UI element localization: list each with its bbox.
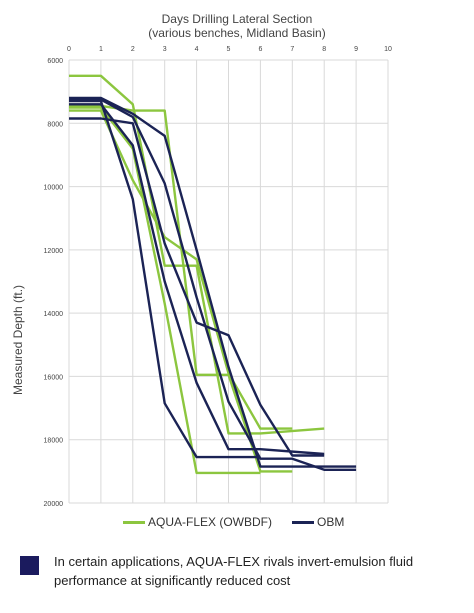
y-tick-label: 16000 <box>44 374 64 381</box>
x-tick-label: 0 <box>67 46 71 53</box>
aqua-flex-series-line <box>69 74 325 435</box>
x-tick-label: 9 <box>354 46 358 53</box>
legend-item-obm: OBM <box>292 515 344 529</box>
legend-swatch-obm <box>292 520 314 524</box>
x-tick-label: 6 <box>258 46 262 53</box>
aqua-flex-series-line <box>69 106 261 475</box>
y-axis-label: Measured Depth (ft.) <box>11 284 25 396</box>
y-tick-label: 12000 <box>44 248 64 255</box>
chart-title: Days Drilling Lateral Section <box>161 12 313 26</box>
legend-label-aqua-flex: AQUA-FLEX (OWBDF) <box>148 515 273 529</box>
series-lines <box>69 74 357 475</box>
obm-series-line <box>69 99 261 459</box>
aqua-flex-series-line <box>69 104 293 473</box>
note-bullet-square <box>20 556 39 575</box>
x-tick-label: 8 <box>322 46 326 53</box>
legend-swatch-aqua-flex <box>123 520 145 524</box>
y-tick-label: 6000 <box>47 58 63 65</box>
gridlines <box>68 59 389 504</box>
x-tick-label: 2 <box>131 46 135 53</box>
x-tick-label: 5 <box>227 46 231 53</box>
x-tick-label: 3 <box>163 46 167 53</box>
y-tick-label: 8000 <box>47 121 63 128</box>
x-tick-labels: 0 1 2 3 4 5 6 7 8 9 10 <box>67 46 392 53</box>
x-tick-label: 7 <box>290 46 294 53</box>
obm-series-line <box>69 117 325 457</box>
y-tick-label: 14000 <box>44 311 64 318</box>
legend-label-obm: OBM <box>317 515 345 529</box>
obm-series-line <box>69 96 357 468</box>
aqua-flex-series-line <box>69 109 293 430</box>
note-text: In certain applications, AQUA-FLEX rival… <box>54 554 414 588</box>
y-tick-label: 20000 <box>44 501 64 508</box>
y-tick-labels: 6000 8000 10000 12000 14000 16000 18000 20000 <box>44 58 64 508</box>
legend-item-aqua-flex: AQUA-FLEX (OWBDF) <box>123 515 272 529</box>
x-tick-label: 10 <box>384 46 392 53</box>
x-tick-label: 4 <box>195 46 199 53</box>
y-tick-label: 10000 <box>44 185 64 192</box>
obm-series-line <box>69 98 357 471</box>
x-tick-label: 1 <box>99 46 103 53</box>
chart-subtitle: (various benches, Midland Basin) <box>148 26 326 40</box>
y-tick-label: 18000 <box>44 438 64 445</box>
